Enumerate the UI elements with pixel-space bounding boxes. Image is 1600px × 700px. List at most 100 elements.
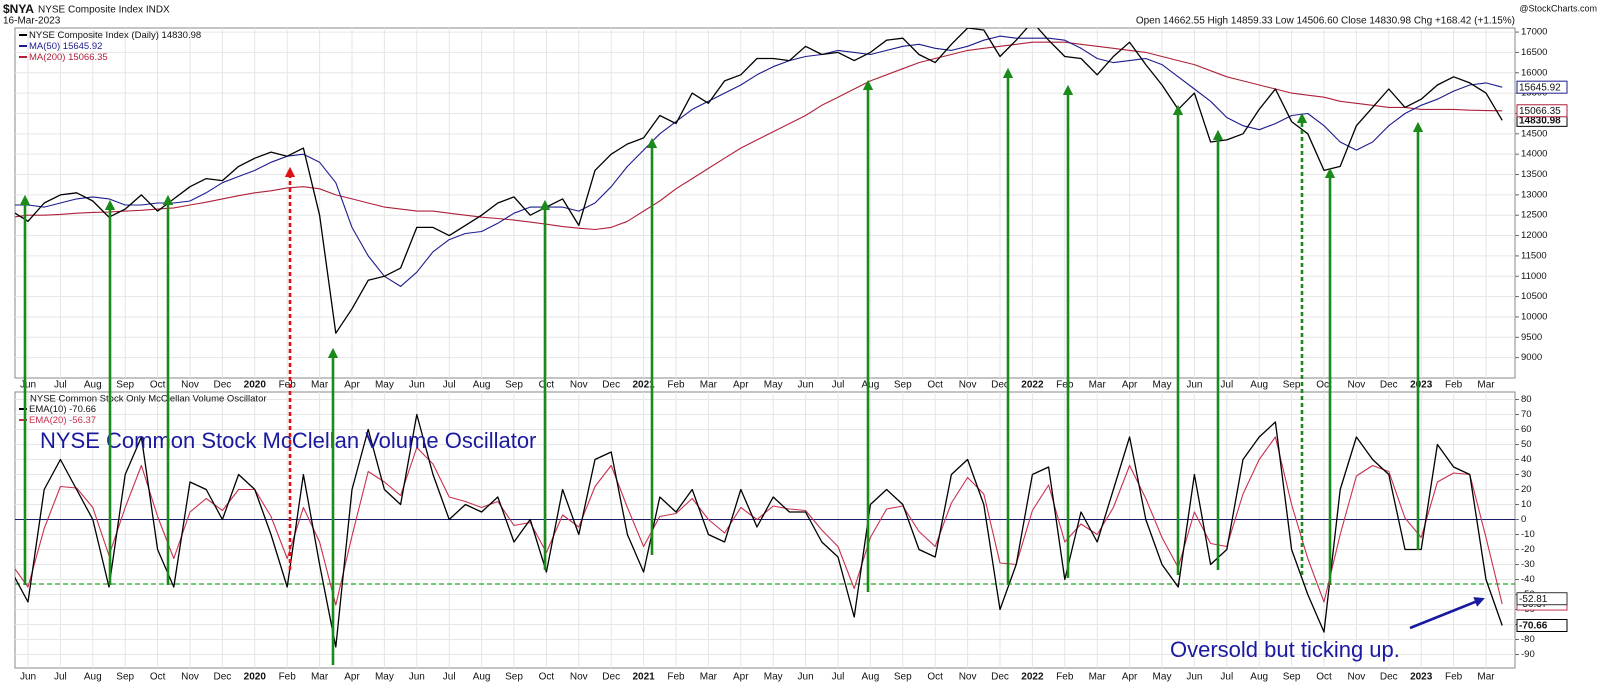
date: 16-Mar-2023 — [3, 16, 61, 27]
x-tick-label: Sep — [894, 380, 912, 391]
x-tick-label: Aug — [84, 672, 102, 683]
x-tick-label: Oct — [539, 380, 555, 391]
y-tick-label: 16500 — [1521, 47, 1547, 58]
x-tick-label: May — [1153, 380, 1172, 391]
x-tick-label: Sep — [894, 672, 912, 683]
x-tick-label: Oct — [539, 672, 555, 683]
x-tick-label: Jun — [1186, 672, 1202, 683]
y-tick-label: 13000 — [1521, 189, 1547, 200]
x-tick-label: Nov — [181, 380, 199, 391]
legend-value: 15066.35 — [68, 52, 108, 63]
x-tick-label: Jun — [20, 380, 36, 391]
x-tick-label: Jul — [443, 672, 456, 683]
x-tick-label: Mar — [700, 380, 718, 391]
x-tick-label: Aug — [1250, 380, 1268, 391]
x-tick-label: Mar — [311, 672, 329, 683]
x-tick-label: Nov — [959, 672, 977, 683]
x-tick-label: Sep — [116, 380, 134, 391]
x-tick-label: Nov — [570, 380, 588, 391]
y-tick-label: 16000 — [1521, 67, 1547, 78]
x-tick-label: Oct — [150, 672, 166, 683]
x-tick-label: Jun — [409, 672, 425, 683]
legend-name: EMA(10) — [29, 404, 66, 415]
y-tick-label: 10 — [1521, 499, 1532, 510]
x-tick-label: Mar — [1477, 380, 1495, 391]
x-tick-label: Apr — [733, 672, 749, 683]
x-tick-label: May — [1153, 672, 1172, 683]
x-tick-label: Jul — [1220, 380, 1233, 391]
x-tick-label: Mar — [1089, 672, 1107, 683]
legend-name: MA(200) — [29, 52, 65, 63]
x-tick-label: Aug — [473, 672, 491, 683]
legend-entry: EMA(20) -56.37 — [29, 415, 96, 426]
x-tick-label: Feb — [279, 672, 297, 683]
x-tick-label: Nov — [1348, 672, 1366, 683]
x-tick-label: Mar — [1477, 672, 1495, 683]
y-tick-label: 9500 — [1521, 332, 1542, 343]
y-tick-label: 60 — [1521, 424, 1532, 435]
x-tick-label: May — [764, 672, 783, 683]
x-tick-label: Sep — [505, 672, 523, 683]
x-tick-label: Apr — [1122, 380, 1138, 391]
series-line — [15, 436, 1503, 606]
y-tick-label: 80 — [1521, 394, 1532, 405]
y-tick-label: 30 — [1521, 469, 1532, 480]
x-tick-label: Apr — [733, 380, 749, 391]
x-tick-label: Apr — [1122, 672, 1138, 683]
arrow — [1409, 597, 1485, 630]
y-tick-label: 50 — [1521, 439, 1532, 450]
x-tick-label: Feb — [667, 672, 685, 683]
y-tick-label: 9000 — [1521, 352, 1542, 363]
value-label-box — [1516, 104, 1568, 118]
x-tick-label: May — [375, 380, 394, 391]
x-tick-label: Dec — [602, 380, 620, 391]
y-tick-label: 14000 — [1521, 149, 1547, 160]
y-tick-label: -20 — [1521, 544, 1535, 555]
quote: Open 14662.55 High 14859.33 Low 14506.60… — [1136, 16, 1515, 27]
x-tick-label: Jul — [832, 672, 845, 683]
x-tick-label: Dec — [991, 380, 1009, 391]
credit: @StockCharts.com — [1519, 3, 1597, 13]
x-tick-label: Jul — [832, 380, 845, 391]
y-tick-label: 12000 — [1521, 230, 1547, 241]
x-tick-label: Jul — [54, 672, 67, 683]
x-tick-label: Dec — [602, 672, 620, 683]
x-tick-label: Aug — [84, 380, 102, 391]
x-tick-label: Jun — [798, 672, 814, 683]
x-tick-label: Jul — [443, 380, 456, 391]
value-label: 14830.98 — [1519, 115, 1561, 126]
legend-value: -56.37 — [69, 415, 96, 426]
annotation: Oversold but ticking up. — [1170, 637, 1400, 662]
legend-name: MA(50) — [29, 41, 60, 52]
y-tick-label: 10000 — [1521, 311, 1547, 322]
value-label: 15645.92 — [1519, 82, 1561, 93]
price-panel — [14, 27, 1516, 379]
y-tick-label: 13500 — [1521, 169, 1547, 180]
x-tick-label: May — [375, 672, 394, 683]
value-label: -70.66 — [1519, 621, 1548, 632]
x-tick-label: Nov — [1348, 380, 1366, 391]
legend-name: EMA(20) — [29, 415, 66, 426]
series-line — [15, 413, 1503, 648]
x-tick-label: 2022 — [1021, 380, 1044, 391]
symbol: $NYA — [3, 2, 34, 16]
x-tick-label: 2023 — [1410, 380, 1433, 391]
x-tick-label: Nov — [181, 672, 199, 683]
x-tick-label: Oct — [150, 380, 166, 391]
x-tick-label: Jun — [798, 380, 814, 391]
x-tick-label: Dec — [1380, 672, 1398, 683]
legend-entry: EMA(10) -70.66 — [29, 404, 96, 415]
x-tick-label: Jul — [54, 380, 67, 391]
y-tick-label: 70 — [1521, 409, 1532, 420]
y-tick-label: 12500 — [1521, 210, 1547, 221]
legend-entry: NYSE Composite Index (Daily) 14830.98 — [29, 30, 201, 41]
x-tick-label: Dec — [1380, 380, 1398, 391]
series-line — [15, 41, 1503, 231]
x-tick-label: 2020 — [244, 672, 267, 683]
x-tick-label: Apr — [344, 380, 360, 391]
x-tick-label: Aug — [1250, 672, 1268, 683]
x-tick-label: Oct — [1316, 380, 1332, 391]
x-tick-label: Dec — [991, 672, 1009, 683]
legend-value: 14830.98 — [162, 30, 202, 41]
